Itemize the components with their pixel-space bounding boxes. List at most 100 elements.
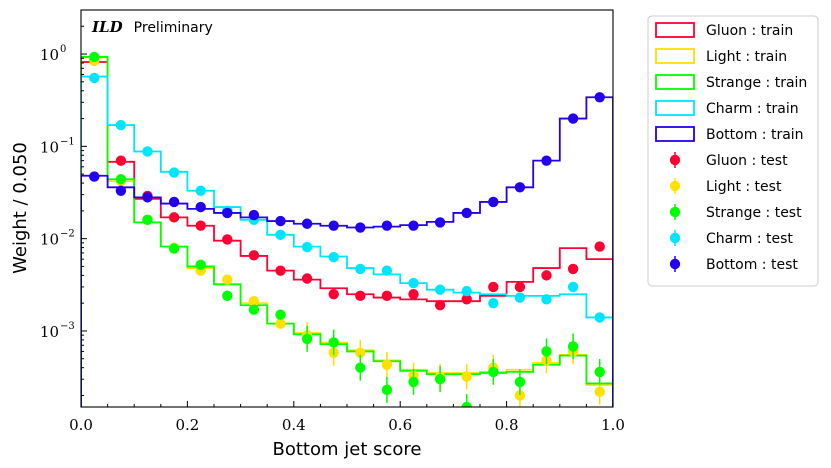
test-point-bottom bbox=[168, 196, 180, 208]
legend-label-test-strange: Strange : test bbox=[706, 205, 802, 221]
test-point-charm bbox=[355, 263, 366, 275]
legend-label-train-charm: Charm : train bbox=[706, 101, 799, 117]
test-point-strange bbox=[275, 309, 286, 320]
legend-label-test-light: Light : test bbox=[706, 179, 782, 195]
y-tick-label: 10 bbox=[40, 138, 59, 156]
test-point-strange bbox=[195, 259, 206, 271]
test-point-gluon bbox=[248, 250, 260, 261]
annotation-ild: ILD Preliminary bbox=[91, 17, 213, 36]
test-point-gluon bbox=[488, 281, 499, 293]
test-point-charm bbox=[567, 281, 579, 293]
test-point-light bbox=[514, 390, 526, 401]
test-point-strange bbox=[328, 337, 339, 348]
test-point-gluon bbox=[567, 263, 579, 275]
test-point-bottom bbox=[275, 215, 286, 227]
x-tick-label: 0.6 bbox=[388, 416, 412, 434]
test-point-bottom bbox=[355, 222, 366, 233]
test-points bbox=[89, 51, 605, 407]
test-point-strange bbox=[301, 333, 313, 345]
test-point-light bbox=[381, 359, 393, 370]
test-point-strange bbox=[89, 51, 100, 63]
test-point-charm bbox=[328, 251, 339, 263]
test-point-bottom bbox=[434, 217, 446, 228]
y-tick-exponent: −2 bbox=[60, 229, 75, 240]
x-tick-label: 1.0 bbox=[601, 416, 625, 434]
test-point-strange bbox=[248, 304, 260, 315]
annotation-preliminary: Preliminary bbox=[134, 20, 213, 36]
legend-marker-test-light bbox=[669, 180, 681, 192]
y-tick-exponent: 0 bbox=[60, 44, 66, 55]
test-point-bottom bbox=[89, 171, 100, 182]
test-point-charm bbox=[434, 284, 446, 295]
test-point-gluon bbox=[222, 234, 233, 245]
test-point-charm bbox=[514, 292, 526, 303]
test-point-strange bbox=[461, 401, 472, 407]
legend-swatch-train-strange bbox=[655, 74, 695, 90]
test-point-light bbox=[222, 274, 233, 285]
test-point-charm bbox=[275, 229, 286, 241]
test-point-gluon bbox=[328, 289, 339, 300]
legend-label-train-bottom: Bottom : train bbox=[706, 127, 804, 143]
test-point-bottom bbox=[514, 182, 526, 193]
test-point-strange bbox=[594, 366, 605, 378]
test-point-light bbox=[248, 296, 260, 307]
test-point-strange bbox=[381, 384, 393, 396]
test-point-charm bbox=[408, 277, 419, 289]
test-point-bottom bbox=[541, 155, 552, 166]
test-point-charm bbox=[168, 167, 180, 178]
plot-area bbox=[81, 10, 613, 407]
test-point-bottom bbox=[115, 185, 127, 196]
y-tick-label: 10 bbox=[40, 231, 59, 249]
test-point-charm bbox=[115, 119, 127, 131]
test-point-gluon bbox=[408, 289, 419, 300]
train-histograms bbox=[81, 56, 613, 407]
test-point-charm bbox=[541, 294, 552, 305]
legend-marker-test-charm bbox=[669, 232, 681, 244]
y-axis-title: Weight / 0.050 bbox=[10, 142, 31, 274]
test-point-gluon bbox=[195, 220, 206, 231]
test-point-strange bbox=[168, 243, 180, 254]
legend-label-train-light: Light : train bbox=[706, 49, 787, 65]
legend-swatch-train-bottom bbox=[655, 126, 695, 142]
y-tick-label: 10 bbox=[40, 323, 59, 341]
x-tick-label: 0.0 bbox=[69, 416, 93, 434]
legend-marker-test-strange bbox=[669, 206, 681, 218]
test-point-gluon bbox=[434, 300, 446, 311]
legend-swatch-train-gluon bbox=[655, 22, 695, 38]
legend-label-test-gluon: Gluon : test bbox=[706, 153, 788, 169]
legend-marker-test-bottom bbox=[669, 258, 681, 270]
test-point-strange bbox=[514, 376, 526, 388]
legend-frame bbox=[647, 15, 819, 287]
test-point-bottom bbox=[594, 92, 605, 103]
train-histogram-gluon bbox=[81, 61, 613, 407]
test-point-gluon bbox=[461, 294, 472, 305]
test-point-light bbox=[275, 318, 286, 329]
test-point-gluon bbox=[381, 290, 393, 302]
test-point-charm bbox=[301, 241, 313, 253]
test-point-bottom bbox=[567, 113, 579, 124]
test-point-gluon bbox=[115, 155, 127, 166]
legend-label-train-strange: Strange : train bbox=[706, 75, 807, 91]
legend-label-train-gluon: Gluon : train bbox=[706, 23, 793, 39]
train-histogram-strange bbox=[81, 56, 613, 407]
test-point-strange bbox=[567, 341, 579, 352]
test-point-strange bbox=[488, 366, 499, 378]
test-point-light bbox=[355, 347, 366, 358]
test-point-strange bbox=[222, 290, 233, 302]
test-point-charm bbox=[381, 265, 393, 276]
x-axis-title: Bottom jet score bbox=[273, 439, 422, 460]
test-point-gluon bbox=[594, 241, 605, 252]
test-point-light bbox=[461, 371, 472, 382]
test-point-gluon bbox=[541, 270, 552, 281]
test-point-charm bbox=[89, 72, 100, 84]
legend-marker-test-gluon bbox=[669, 154, 681, 166]
test-point-bottom bbox=[328, 220, 339, 231]
annotation-ild-bold: ILD bbox=[91, 18, 123, 36]
y-tick-exponent: −1 bbox=[60, 136, 75, 147]
test-point-bottom bbox=[248, 209, 260, 221]
test-point-charm bbox=[195, 185, 206, 196]
test-point-bottom bbox=[488, 196, 499, 208]
test-point-strange bbox=[541, 346, 552, 357]
